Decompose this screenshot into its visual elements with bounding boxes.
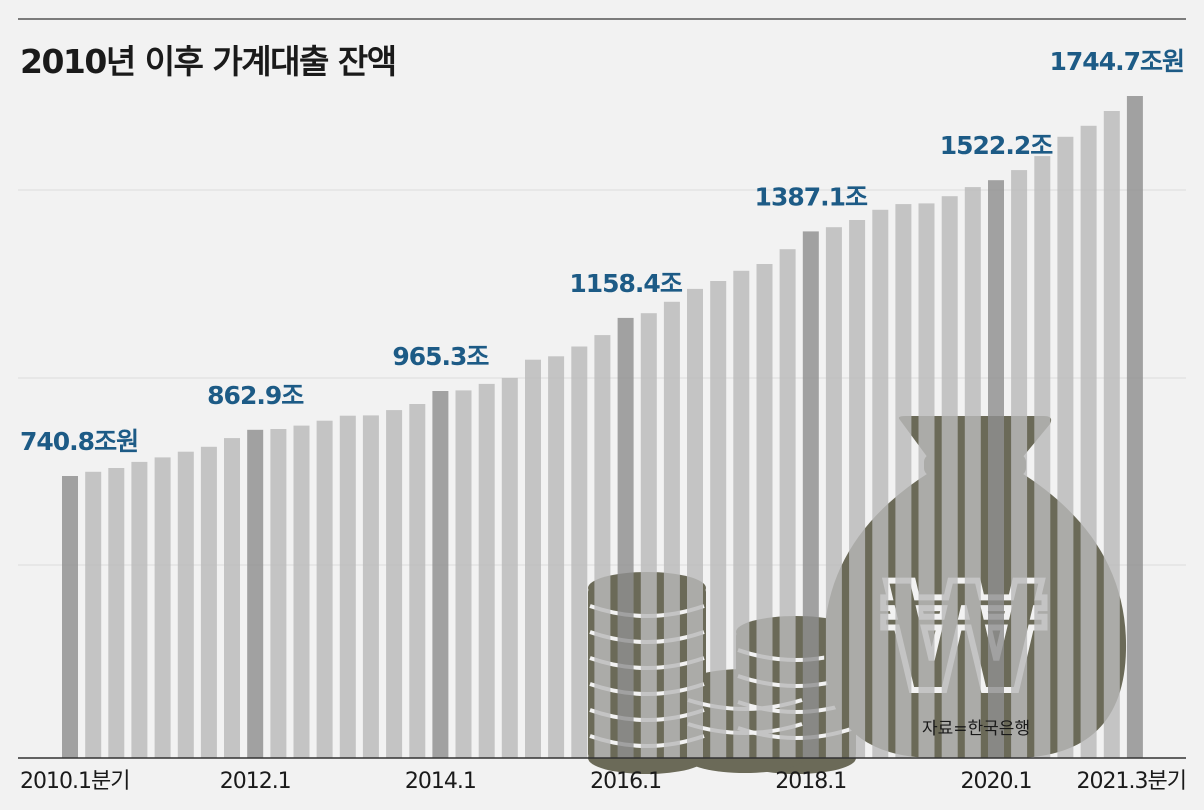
- bar-2014.3: [478, 383, 495, 758]
- bar-2018.1: [802, 231, 819, 758]
- value-label-2020.1: 1522.2조: [940, 131, 1053, 160]
- bar-2019.4: [964, 187, 981, 759]
- bar-2016.2: [640, 313, 657, 758]
- x-tick-label: 2018.1: [775, 769, 846, 794]
- bar-2010.2: [85, 471, 102, 758]
- bar-2012.4: [316, 420, 333, 758]
- bar-2011.2: [177, 451, 194, 758]
- bar-2021.1: [1080, 125, 1097, 759]
- bar-2018.2: [825, 227, 842, 758]
- bar-2010.1: [62, 476, 78, 758]
- bar-2012.2: [270, 429, 287, 758]
- bar-2017.1: [710, 281, 727, 758]
- bar-2016.1: [617, 317, 634, 758]
- value-label-2012.1: 862.9조: [207, 381, 304, 410]
- bar-2018.4: [872, 209, 889, 759]
- bar-2021.2: [1103, 111, 1120, 758]
- bar-2014.1: [432, 391, 449, 758]
- source-note: 자료=한국은행: [922, 719, 1030, 739]
- bar-2010.3: [108, 468, 125, 758]
- bar-2019.1: [895, 204, 912, 759]
- value-label-2018.1: 1387.1조: [755, 182, 868, 211]
- value-label-2014.1: 965.3조: [392, 342, 489, 371]
- bar-2012.3: [293, 425, 310, 758]
- bar-2011.1: [154, 457, 171, 758]
- x-tick-label: 2020.1: [961, 769, 1032, 794]
- bar-2017.3: [756, 264, 773, 758]
- bar-2016.3: [663, 301, 680, 758]
- bar-2021.3: [1126, 96, 1143, 758]
- x-tick-label: 2021.3분기: [1077, 769, 1186, 794]
- value-label-2010.1: 740.8조원: [20, 427, 138, 456]
- x-tick-label: 2014.1: [405, 769, 476, 794]
- bar-2017.2: [733, 270, 750, 758]
- bar-2020.1: [988, 180, 1004, 758]
- bar-2013.2: [362, 415, 379, 758]
- bar-2013.1: [339, 415, 356, 758]
- bar-2015.3: [571, 346, 588, 758]
- bar-2014.2: [455, 390, 472, 758]
- bar-2012.1: [247, 429, 264, 758]
- value-label-2021.3: 1744.7조원: [1050, 47, 1184, 76]
- x-tick-label: 2010.1분기: [20, 769, 129, 794]
- bar-2013.3: [386, 410, 403, 758]
- bar-2015.1: [525, 359, 541, 758]
- bar-2014.4: [501, 377, 518, 758]
- value-label-2016.1: 1158.4조: [569, 269, 682, 298]
- value-annotations: 740.8조원 862.9조 965.3조 1158.4조 1387.1조 1522.2조…: [20, 47, 1185, 456]
- bar-2013.4: [409, 404, 426, 758]
- bar-2015.2: [548, 356, 565, 758]
- bars: [62, 96, 1143, 759]
- bar-2015.4: [594, 335, 611, 758]
- bar-2017.4: [779, 249, 796, 758]
- bar-2010.4: [131, 461, 148, 758]
- bar-2020.2: [1011, 170, 1028, 759]
- chart-title: 2010년 이후 가계대출 잔액: [20, 42, 396, 81]
- bar-2016.4: [687, 288, 703, 758]
- x-tick-labels: 2010.1분기 2012.1 2014.1 2016.1 2018.1 2020.1 20…: [20, 769, 1187, 794]
- x-tick-label: 2016.1: [590, 769, 661, 794]
- bar-2019.2: [918, 203, 935, 758]
- x-tick-label: 2012.1: [220, 769, 291, 794]
- bar-2020.4: [1057, 136, 1074, 759]
- bar-2011.4: [224, 438, 240, 758]
- bar-2018.3: [849, 220, 866, 758]
- bar-2020.3: [1034, 156, 1051, 759]
- bar-2019.3: [941, 196, 958, 758]
- bar-2011.3: [200, 446, 217, 758]
